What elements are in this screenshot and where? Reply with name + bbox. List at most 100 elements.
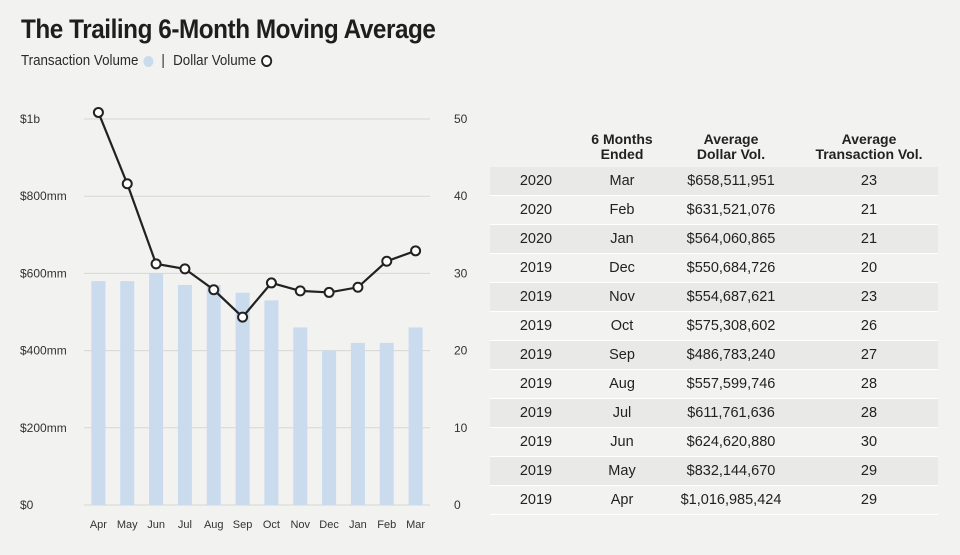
y-left-tick-label: $600mm <box>20 266 67 280</box>
table-header-cell: 6 Months Ended <box>582 118 662 167</box>
table-cell: $564,060,865 <box>662 224 800 254</box>
x-tick-label: Nov <box>290 519 310 531</box>
table-cell: Feb <box>582 195 662 225</box>
y-right-tick-label: 10 <box>454 421 468 435</box>
table-cell: 29 <box>800 456 938 486</box>
table-cell: 21 <box>800 224 938 254</box>
table-cell: 2019 <box>490 282 582 312</box>
y-right-tick-label: 50 <box>454 112 468 126</box>
y-left-tick-label: $200mm <box>20 421 67 435</box>
table-cell: 2020 <box>490 167 582 196</box>
table-cell: $611,761,636 <box>662 398 800 428</box>
bar <box>350 342 365 505</box>
table-header-row: 6 Months Ended Average Dollar Vol. Average Tr… <box>490 118 938 167</box>
table-header-cell <box>490 118 582 167</box>
table-cell: 20 <box>800 253 938 283</box>
table-header-text: Transaction Vol. <box>815 146 923 162</box>
table-cell: $554,687,621 <box>662 282 800 312</box>
x-tick-label: Apr <box>90 519 107 531</box>
table-cell: $575,308,602 <box>662 311 800 341</box>
bar <box>91 281 106 505</box>
y-right-tick-label: 0 <box>454 498 461 512</box>
line-point <box>208 284 220 296</box>
table-cell: 27 <box>800 340 938 370</box>
legend-line-label: Dollar Volume <box>173 53 257 69</box>
table-cell: 2019 <box>490 369 582 399</box>
table-header-text: 6 Months <box>591 131 653 147</box>
table-cell: $624,620,880 <box>662 427 800 457</box>
bar <box>235 292 250 505</box>
table-cell: 23 <box>800 167 938 196</box>
y-left-tick-label: $800mm <box>20 189 67 203</box>
table-cell: Apr <box>582 485 662 515</box>
table-cell: Jul <box>582 398 662 428</box>
table-cell: 2019 <box>490 456 582 486</box>
table-row: 2019 Nov $554,687,621 23 <box>490 282 938 312</box>
table-cell: 28 <box>800 398 938 428</box>
line-point <box>121 178 133 190</box>
table-cell: $550,684,726 <box>662 253 800 283</box>
line-point <box>179 263 191 275</box>
chart-legend: Transaction Volume | Dollar Volume <box>21 53 272 69</box>
table-cell: 30 <box>800 427 938 457</box>
table-row: 2020 Jan $564,060,865 21 <box>490 224 938 254</box>
line-point <box>381 255 393 267</box>
table-cell: Dec <box>582 253 662 283</box>
table-header-text: Ended <box>600 146 644 162</box>
table-cell: $658,511,951 <box>662 167 800 196</box>
bar <box>120 281 135 505</box>
legend-separator: | <box>161 53 165 69</box>
table-cell: Sep <box>582 340 662 370</box>
y-right-tick-label: 20 <box>454 344 468 358</box>
table-cell: 2019 <box>490 485 582 515</box>
table-cell: 29 <box>800 485 938 515</box>
bar <box>177 284 192 505</box>
x-tick-label: Oct <box>263 519 280 531</box>
table-cell: 2019 <box>490 340 582 370</box>
line-point <box>323 286 335 298</box>
x-tick-label: May <box>117 519 138 531</box>
combo-chart: $0 $200mm $400mm $600mm $800mm $1b 0 10 20 30 40 50… <box>20 106 468 531</box>
table-header-cell: Average Transaction Vol. <box>800 118 938 167</box>
table-cell: Aug <box>582 369 662 399</box>
table-header-cell: Average Dollar Vol. <box>662 118 800 167</box>
table-row: 2019 Sep $486,783,240 27 <box>490 340 938 370</box>
dollar-volume-line <box>97 112 416 319</box>
x-tick-label: Feb <box>377 519 396 531</box>
table-cell: Nov <box>582 282 662 312</box>
table-cell: $1,016,985,424 <box>662 485 800 515</box>
table-cell: 2020 <box>490 224 582 254</box>
y-right-tick-label: 40 <box>454 189 468 203</box>
x-tick-label: Jan <box>349 519 367 531</box>
line-point <box>265 277 277 289</box>
bar <box>408 327 423 505</box>
y-right-tick-label: 30 <box>454 266 468 280</box>
x-tick-label: Dec <box>319 519 339 531</box>
table-header-text: Dollar Vol. <box>696 146 766 162</box>
y-left-tick-label: $1b <box>20 112 40 126</box>
line-point <box>352 281 364 293</box>
table-row: 2019 Dec $550,684,726 20 <box>490 253 938 283</box>
table-header-text: Average <box>703 131 759 147</box>
bar <box>293 327 308 505</box>
bar <box>379 342 394 505</box>
table-cell: 28 <box>800 369 938 399</box>
bar <box>322 350 337 505</box>
line-point <box>294 285 306 297</box>
table-cell: 21 <box>800 195 938 225</box>
table-row: 2020 Mar $658,511,951 23 <box>490 167 938 196</box>
table-cell: Jan <box>582 224 662 254</box>
table-cell: Jun <box>582 427 662 457</box>
line-point <box>237 311 249 323</box>
table-row: 2019 Aug $557,599,746 28 <box>490 369 938 399</box>
table-body: 2020 Mar $658,511,951 23 2020 Feb $631,521,076… <box>490 167 938 515</box>
table-cell: $832,144,670 <box>662 456 800 486</box>
y-left-tick-label: $0 <box>20 498 34 512</box>
data-table: 6 Months Ended Average Dollar Vol. Average Tr… <box>490 118 938 515</box>
x-tick-label: Mar <box>406 519 425 531</box>
table-cell: 23 <box>800 282 938 312</box>
table-cell: Mar <box>582 167 662 196</box>
x-tick-label: Jun <box>147 519 165 531</box>
table-cell: $486,783,240 <box>662 340 800 370</box>
line-point <box>92 106 104 118</box>
